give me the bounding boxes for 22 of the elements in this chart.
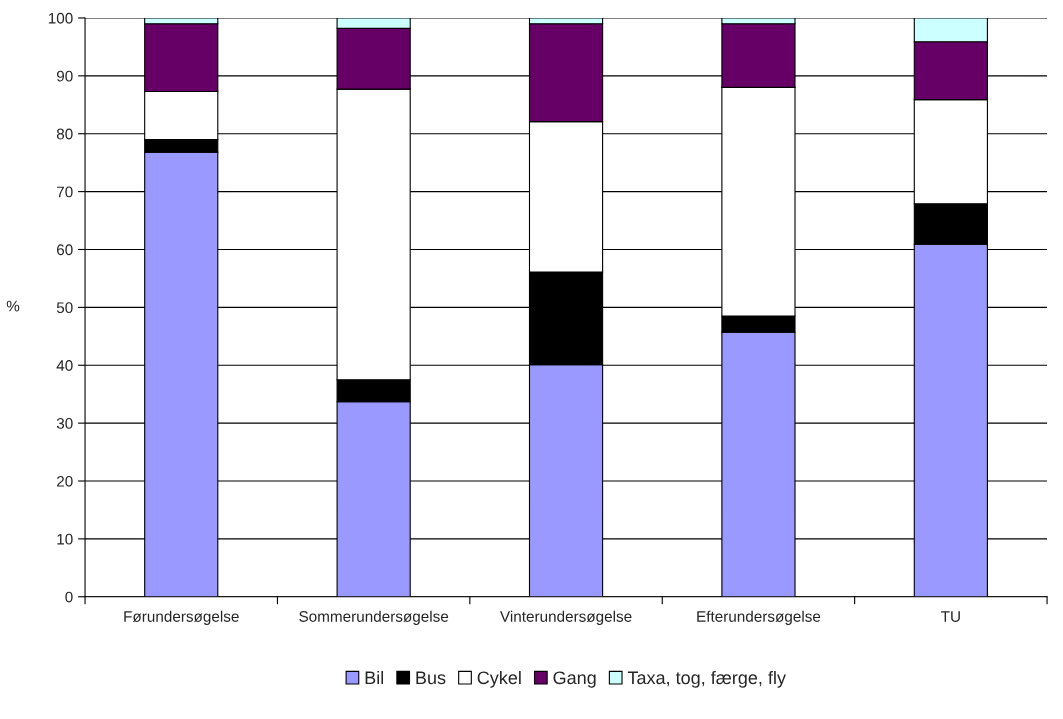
x-tick-label: Sommerundersøgelse [299, 610, 449, 625]
y-tick-label: 30 [56, 418, 73, 429]
legend-label: Gang [553, 671, 596, 688]
legend-label: Taxa, tog, færge, fly [627, 670, 786, 688]
x-tick-label: Vinterundersøgelse [500, 610, 632, 625]
y-axis-title: % [6, 300, 20, 312]
legend-label: Cykel [477, 670, 521, 688]
y-tick-label: 50 [56, 302, 73, 314]
y-tick-label: 20 [57, 475, 73, 487]
y-tick-label: 90 [56, 70, 73, 82]
y-tick-label: 60 [57, 244, 73, 256]
legend-label: Bil [365, 670, 384, 684]
x-tick-label: Førundersøgelse [124, 610, 239, 625]
y-tick-label: 80 [56, 128, 73, 140]
y-tick-label: 10 [57, 533, 73, 545]
y-tick-label: 0 [65, 591, 73, 603]
x-tick-label: Efterundersøgelse [697, 610, 821, 625]
legend-label: Bus [416, 671, 446, 685]
y-tick-label: 70 [57, 186, 73, 198]
y-tick-label: 100 [48, 12, 73, 24]
x-tick-label: TU [941, 611, 960, 622]
y-tick-label: 40 [56, 360, 73, 371]
